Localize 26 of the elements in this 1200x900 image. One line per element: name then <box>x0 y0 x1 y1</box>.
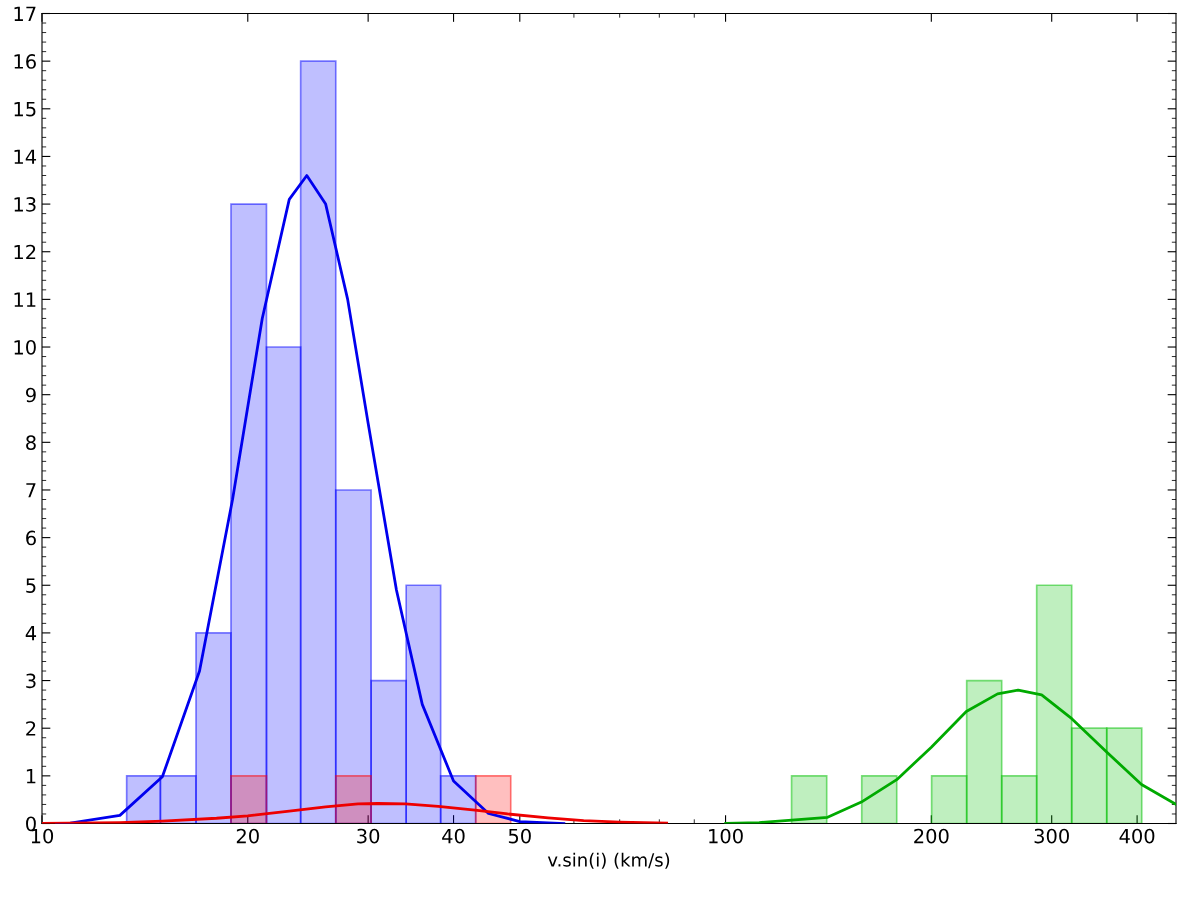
y-tick-label: 7 <box>26 483 36 498</box>
y-tick-label: 17 <box>14 6 36 21</box>
y-tick-label: 5 <box>26 578 36 593</box>
x-tick-label: 50 <box>508 828 531 844</box>
x-tick-label: 20 <box>236 828 259 844</box>
x-tick-label: 400 <box>1119 828 1155 844</box>
x-tick-label: 100 <box>709 828 743 844</box>
y-tick-label: 4 <box>25 626 37 641</box>
x-tick-label: 40 <box>442 828 465 844</box>
y-tick-label: 12 <box>14 244 36 260</box>
y-tick-label: 16 <box>14 54 36 69</box>
y-tick-label: 2 <box>26 721 36 736</box>
y-tick-label: 11 <box>14 292 36 307</box>
x-tick-label: 200 <box>914 828 949 844</box>
y-tick-label: 6 <box>26 530 36 546</box>
y-tick-label: 15 <box>14 102 36 117</box>
x-axis-title: v.sin(i) (km/s) <box>547 852 670 869</box>
x-tick-label: 300 <box>1034 828 1069 844</box>
y-tick-label: 14 <box>14 149 37 164</box>
y-tick-label: 10 <box>14 339 36 355</box>
y-tick-label: 9 <box>25 387 36 403</box>
x-tick-label: 30 <box>357 828 380 844</box>
y-tick-label: 3 <box>26 673 36 689</box>
y-tick-label: 1 <box>26 769 36 784</box>
y-tick-label: 13 <box>14 197 36 212</box>
y-tick-label: 8 <box>26 435 36 450</box>
